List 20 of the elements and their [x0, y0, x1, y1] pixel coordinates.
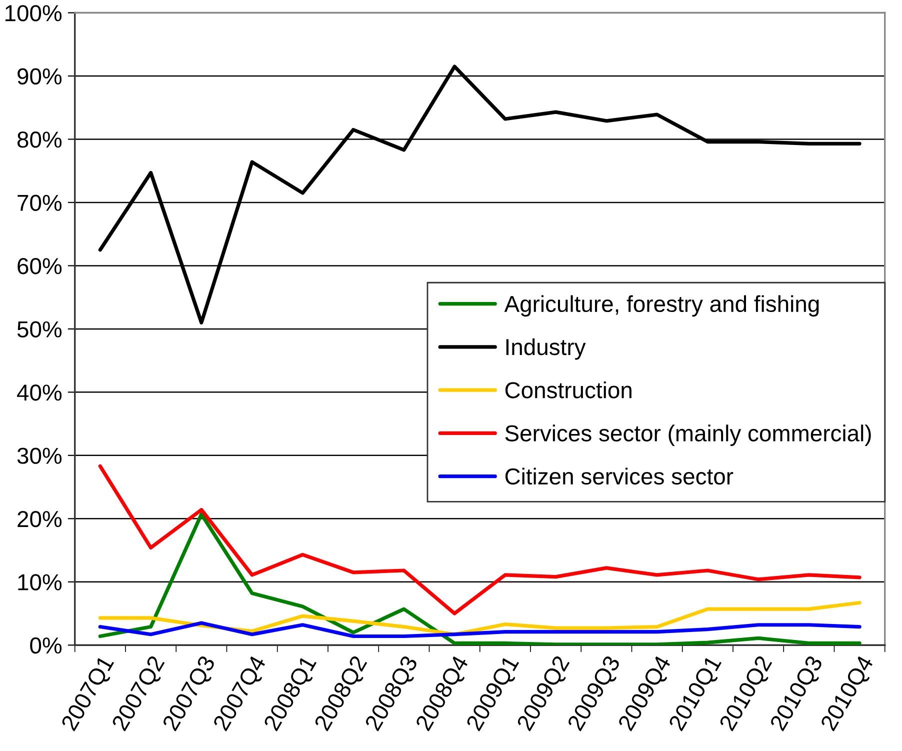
y-tick-label: 30% [17, 448, 62, 464]
y-tick-label: 60% [18, 258, 62, 274]
legend-label: Industry [506, 338, 586, 360]
y-tick-label: 50% [17, 321, 62, 338]
y-tick-label: 70% [18, 194, 62, 211]
line-series [98, 464, 862, 616]
legend-label: Services sector (mainly commercial) [505, 424, 871, 446]
y-tick-label: 20% [18, 510, 62, 528]
line-series [98, 600, 862, 636]
y-tick-label: 0% [30, 637, 62, 654]
line-series [98, 512, 862, 646]
line-series [98, 621, 862, 638]
legend-label: Construction [505, 381, 632, 398]
legend-label: Citizen services sector [505, 468, 734, 485]
y-tick-label: 100% [6, 5, 62, 22]
y-tick-label: 40% [17, 384, 62, 401]
y-tick-label: 90% [18, 68, 62, 85]
legend-label: Agriculture, forestry and fishing [504, 295, 819, 317]
y-tick-label: 10% [18, 574, 62, 590]
y-tick-label: 80% [17, 132, 62, 148]
